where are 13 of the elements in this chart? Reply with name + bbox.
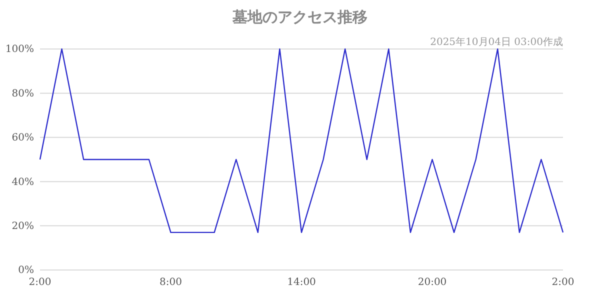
- y-tick-label: 40%: [12, 176, 34, 188]
- x-tick-label: 14:00: [287, 277, 316, 288]
- y-tick-label: 0%: [18, 265, 34, 276]
- y-tick-label: 100%: [5, 44, 34, 56]
- x-tick-label: 8:00: [160, 277, 182, 288]
- x-tick-label: 2:00: [28, 277, 52, 288]
- chart-title: 墓地のアクセス推移: [232, 8, 368, 26]
- y-tick-label: 20%: [12, 221, 34, 232]
- y-tick-label: 80%: [12, 88, 34, 100]
- y-tick-label: 60%: [12, 132, 34, 144]
- chart-subtitle: 2025年10月04日 03:00作成: [430, 36, 563, 48]
- x-tick-label: 2:00: [552, 277, 574, 288]
- x-tick-label: 20:00: [418, 277, 447, 288]
